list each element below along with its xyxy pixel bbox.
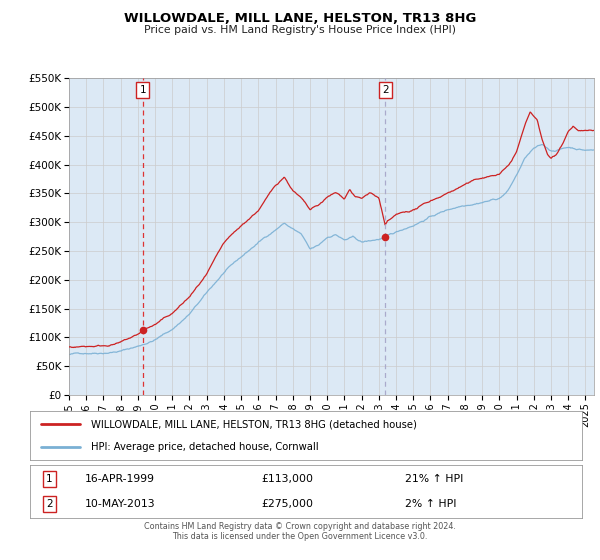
Text: Price paid vs. HM Land Registry's House Price Index (HPI): Price paid vs. HM Land Registry's House …: [144, 25, 456, 35]
Text: WILLOWDALE, MILL LANE, HELSTON, TR13 8HG (detached house): WILLOWDALE, MILL LANE, HELSTON, TR13 8HG…: [91, 419, 416, 430]
Text: WILLOWDALE, MILL LANE, HELSTON, TR13 8HG: WILLOWDALE, MILL LANE, HELSTON, TR13 8HG: [124, 12, 476, 25]
Text: £113,000: £113,000: [262, 474, 314, 484]
Text: £275,000: £275,000: [262, 498, 314, 508]
Text: 1: 1: [46, 474, 53, 484]
Text: Contains HM Land Registry data © Crown copyright and database right 2024.
This d: Contains HM Land Registry data © Crown c…: [144, 522, 456, 542]
Text: 10-MAY-2013: 10-MAY-2013: [85, 498, 156, 508]
Text: 2: 2: [382, 85, 389, 95]
Text: 1: 1: [140, 85, 146, 95]
Text: 2% ↑ HPI: 2% ↑ HPI: [406, 498, 457, 508]
Text: HPI: Average price, detached house, Cornwall: HPI: Average price, detached house, Corn…: [91, 442, 319, 452]
Text: 2: 2: [46, 498, 53, 508]
Text: 16-APR-1999: 16-APR-1999: [85, 474, 155, 484]
Text: 21% ↑ HPI: 21% ↑ HPI: [406, 474, 464, 484]
